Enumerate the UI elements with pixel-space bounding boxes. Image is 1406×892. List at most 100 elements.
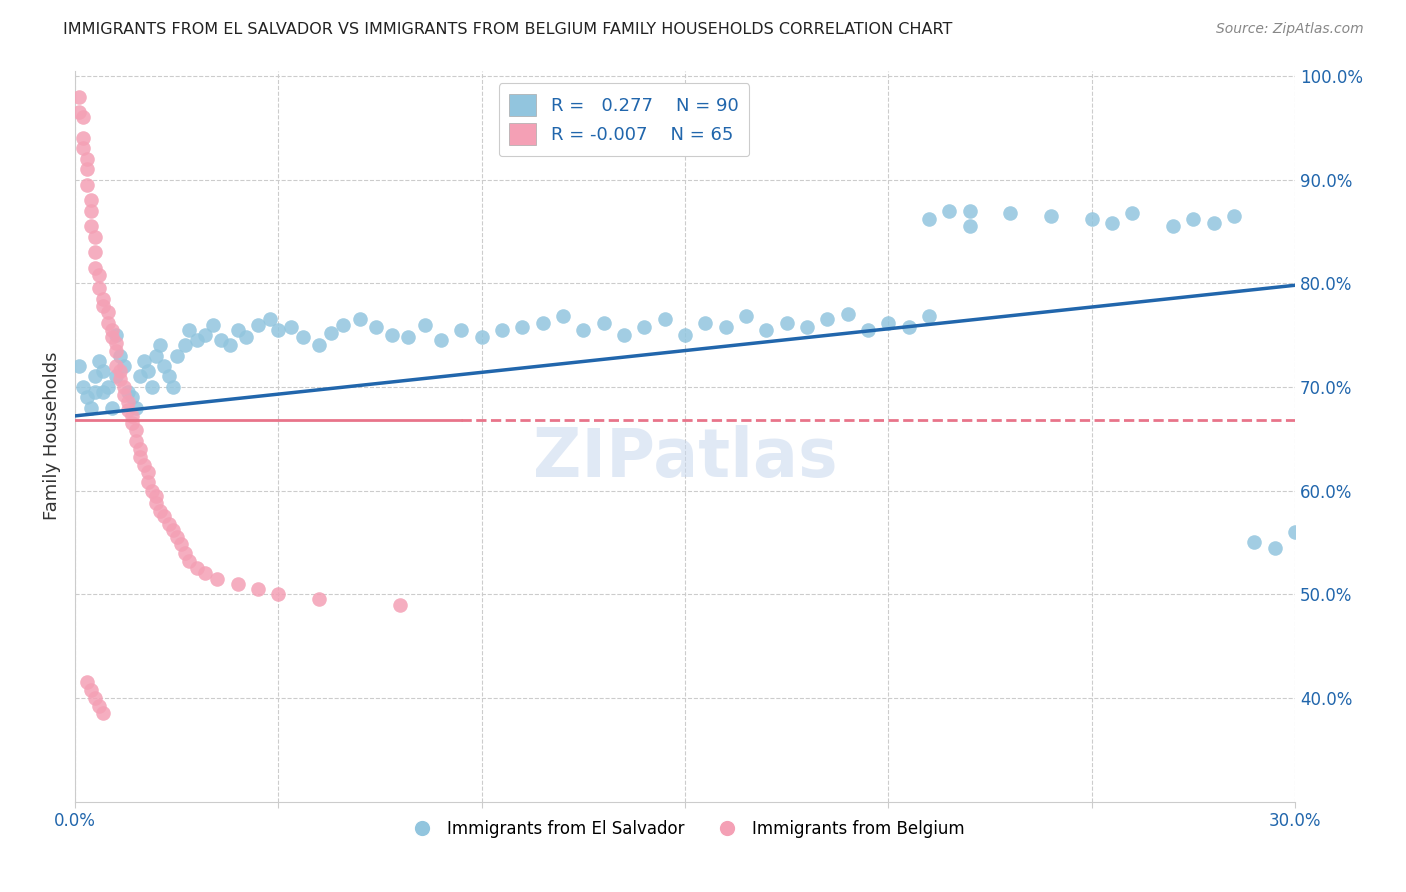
Point (80, 219, 103, 234)
Point (918, 310, 941, 324)
Point (551, 310, 574, 324)
Point (76, 390, 98, 404)
Point (125, 434, 148, 448)
Point (80, 203, 103, 218)
Point (104, 369, 127, 384)
Point (856, 323, 879, 337)
Point (104, 359, 127, 373)
Point (89, 699, 111, 714)
Point (89, 354, 111, 368)
Point (1080, 211, 1102, 226)
Point (1284, 524, 1306, 539)
Point (1202, 216, 1225, 230)
Point (67, 89, 90, 103)
Point (134, 354, 156, 368)
Point (100, 323, 122, 337)
Point (104, 328, 127, 343)
Point (1182, 211, 1205, 226)
Point (134, 458, 156, 472)
Point (308, 338, 330, 352)
Point (959, 203, 981, 218)
Point (162, 523, 184, 537)
Point (247, 582, 270, 596)
Text: ZIPatlas: ZIPatlas (533, 425, 838, 491)
Point (226, 323, 249, 337)
Point (145, 496, 167, 510)
Point (177, 323, 200, 337)
Point (166, 349, 188, 363)
Point (76, 178, 98, 192)
Point (117, 385, 139, 400)
Point (67, 359, 90, 373)
Point (897, 319, 920, 334)
Point (84, 245, 107, 260)
Point (96, 305, 118, 319)
Point (491, 323, 513, 337)
Point (112, 388, 135, 402)
Point (512, 319, 534, 334)
Point (96, 316, 118, 330)
Point (267, 587, 290, 601)
Point (80, 682, 103, 697)
Point (157, 516, 180, 531)
Point (76, 162, 98, 177)
Point (186, 333, 208, 347)
Point (141, 380, 163, 394)
Point (173, 546, 195, 560)
Point (755, 323, 778, 337)
Point (93, 706, 115, 721)
Point (72, 111, 94, 125)
Point (121, 390, 143, 404)
Point (291, 330, 314, 344)
Point (125, 401, 148, 415)
Point (815, 312, 838, 326)
Point (100, 330, 122, 344)
Point (84, 385, 107, 400)
Point (93, 299, 115, 313)
Point (129, 450, 152, 465)
Point (84, 229, 107, 244)
Point (430, 333, 453, 347)
Point (153, 359, 176, 373)
Point (145, 349, 167, 363)
Point (259, 312, 281, 326)
Point (735, 310, 758, 324)
Point (654, 312, 676, 326)
Point (93, 385, 115, 400)
Point (714, 319, 737, 334)
Point (162, 380, 184, 394)
Point (207, 572, 229, 586)
Point (633, 319, 655, 334)
Point (104, 336, 127, 351)
Point (695, 316, 717, 330)
Point (938, 203, 960, 218)
Point (209, 333, 232, 347)
Point (72, 141, 94, 155)
Point (413, 318, 436, 332)
Point (389, 598, 412, 612)
Point (613, 328, 636, 343)
Point (177, 554, 200, 568)
Point (918, 211, 941, 226)
Point (121, 416, 143, 430)
Point (194, 328, 217, 343)
Point (67, 105, 90, 120)
Point (153, 509, 176, 524)
Point (1101, 216, 1123, 230)
Point (202, 318, 225, 332)
Point (280, 319, 302, 334)
Point (450, 323, 472, 337)
Point (170, 537, 193, 551)
Point (531, 316, 554, 330)
Point (84, 369, 107, 384)
Point (125, 424, 148, 438)
Point (112, 380, 135, 394)
Point (89, 281, 111, 295)
Point (1223, 209, 1246, 223)
Point (84, 260, 107, 275)
Point (364, 319, 387, 334)
Point (89, 268, 111, 282)
Text: Source: ZipAtlas.com: Source: ZipAtlas.com (1216, 22, 1364, 37)
Point (381, 328, 404, 343)
Point (96, 380, 118, 394)
